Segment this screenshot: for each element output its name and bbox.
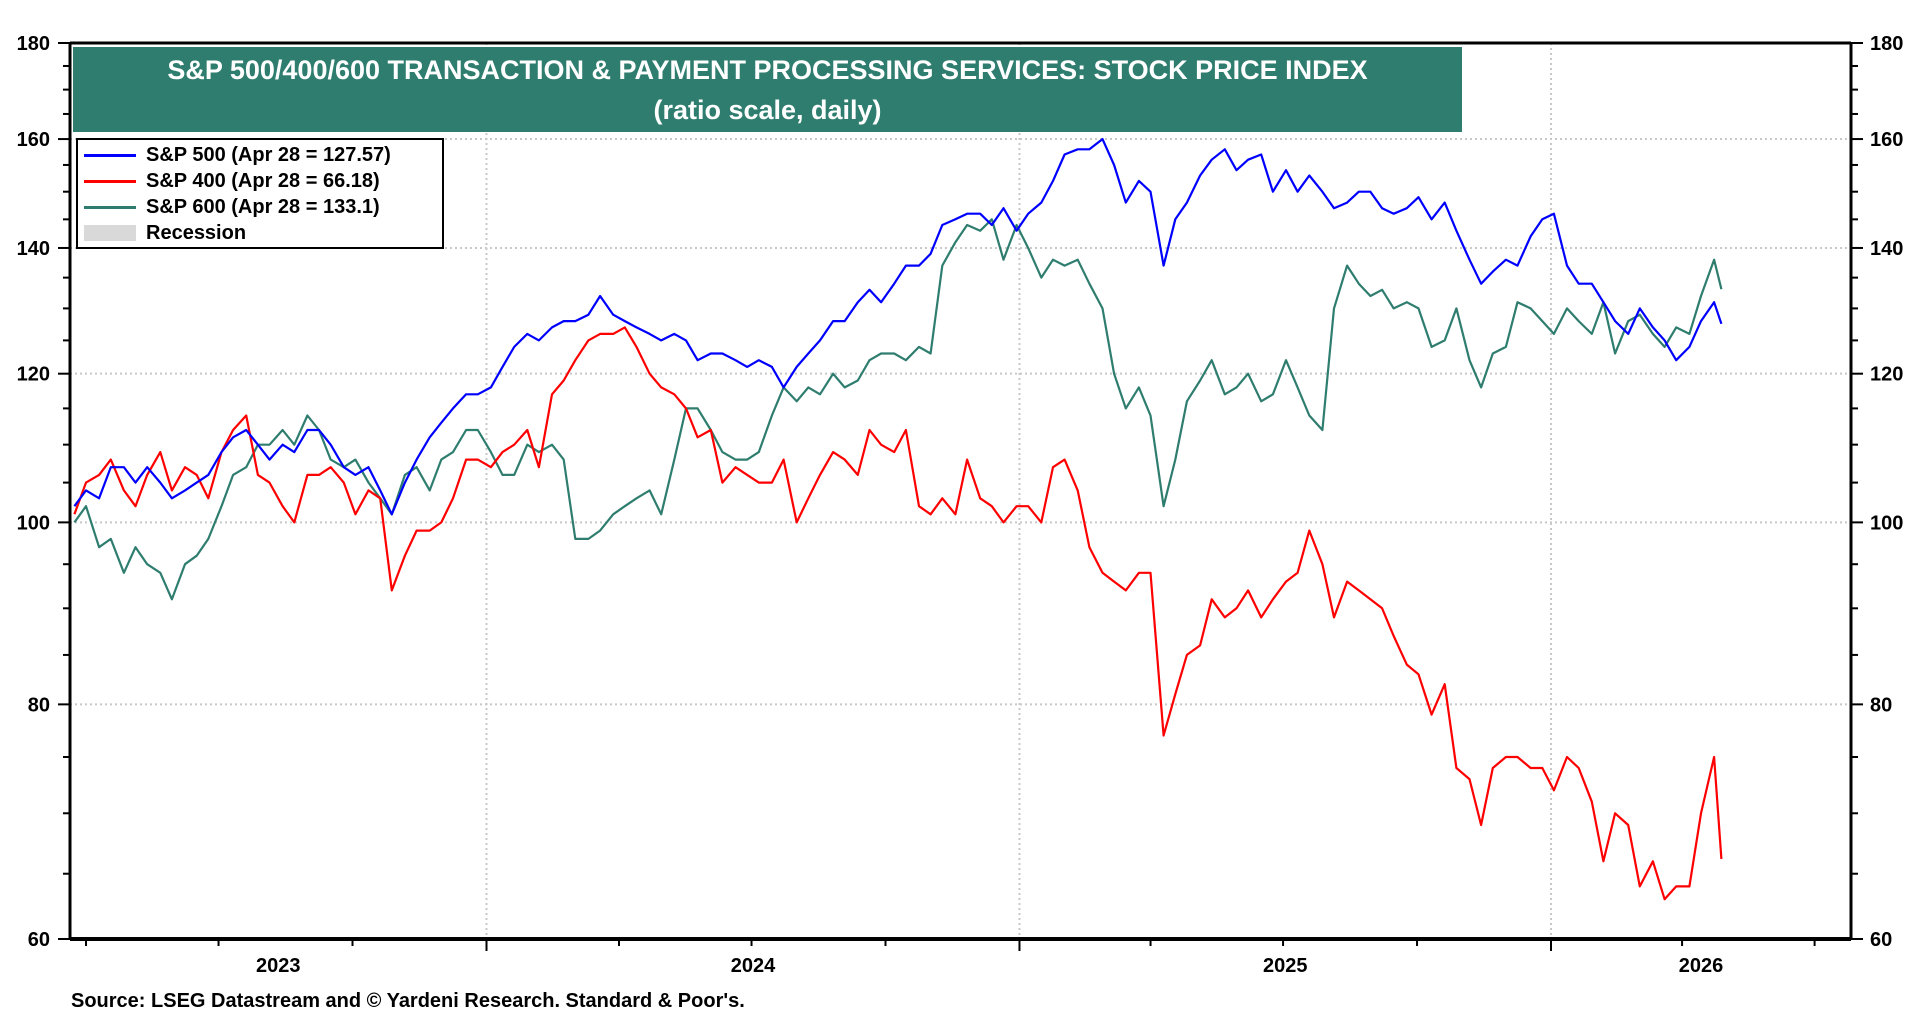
legend-item-recession: Recession [84,220,246,246]
legend-label: Recession [146,221,247,244]
legend-label: S&P 400 (Apr 28 = 66.18) [146,169,380,192]
legend-swatch [84,205,136,209]
y-axis: 60 60 80 80 100 100 120 120 140 140 160 160 180 180 [17,33,1904,951]
y-tick-label-left: 60 [28,929,50,951]
legend-label: S&P 600 (Apr 28 = 133.1) [146,195,380,218]
y-tick-label-right: 80 [1870,694,1892,716]
y-tick-label-right: 140 [1870,238,1903,260]
y-tick-label-left: 80 [28,694,50,716]
series-lines [73,138,1723,901]
y-tick-label-left: 140 [17,238,50,260]
x-axis: 2023 2024 2025 2026 [85,939,1816,977]
x-tick-label: 2025 [1263,955,1308,977]
chart-subtitle: (ratio scale, daily) [653,95,882,125]
y-tick-label-right: 180 [1870,33,1903,55]
y-tick-label-right: 100 [1870,512,1903,534]
legend-swatch [84,225,136,241]
legend-item-sp500: S&P 500 (Apr 28 = 127.57) [84,142,391,168]
x-tick-label: 2023 [256,955,301,977]
plot-frame [68,41,1853,941]
x-tick-label: 2024 [731,955,776,977]
legend-item-sp600: S&P 600 (Apr 28 = 133.1) [84,194,380,220]
y-tick-label-left: 180 [17,33,50,55]
legend: S&P 500 (Apr 28 = 127.57) S&P 400 (Apr 2… [76,138,444,249]
chart-title-box: S&P 500/400/600 TRANSACTION & PAYMENT PR… [73,47,1462,132]
y-tick-label-left: 160 [17,129,50,151]
series-line-sp600 [73,218,1723,601]
y-tick-label-right: 60 [1870,929,1892,951]
legend-swatch [84,153,136,157]
source-note: Source: LSEG Datastream and © Yardeni Re… [71,990,745,1012]
legend-label: S&P 500 (Apr 28 = 127.57) [146,143,391,166]
y-tick-label-left: 120 [17,364,50,386]
series-line-sp500 [73,138,1723,516]
series-line-sp400 [73,326,1723,901]
y-tick-label-left: 100 [17,512,50,534]
legend-swatch [84,179,136,183]
legend-item-sp400: S&P 400 (Apr 28 = 66.18) [84,168,380,194]
chart-title: S&P 500/400/600 TRANSACTION & PAYMENT PR… [167,55,1368,85]
y-tick-label-right: 120 [1870,364,1903,386]
y-tick-label-right: 160 [1870,129,1903,151]
x-tick-label: 2026 [1679,955,1724,977]
